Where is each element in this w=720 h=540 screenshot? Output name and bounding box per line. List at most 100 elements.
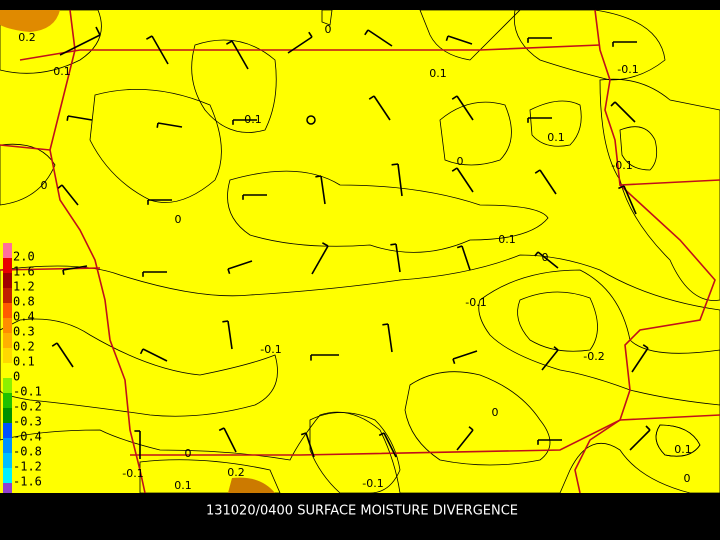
- region: [0, 143, 56, 206]
- wind-barb: [59, 34, 101, 56]
- contour-label: 0.1: [244, 113, 262, 126]
- wind-barb-flag: [308, 31, 313, 38]
- region: [0, 254, 720, 494]
- contour-label: -0.2: [583, 350, 604, 363]
- contour-label: 0: [175, 213, 182, 226]
- wind-barb: [623, 185, 637, 215]
- wind-barb: [461, 245, 471, 271]
- legend-swatch: [3, 243, 12, 258]
- wind-barb: [395, 243, 401, 273]
- region: [89, 88, 222, 203]
- state-border: [49, 9, 146, 494]
- contour-label: -0.1: [465, 296, 486, 309]
- wind-barb: [62, 265, 88, 271]
- wind-barb: [629, 429, 651, 451]
- legend-swatch: [3, 468, 12, 483]
- wind-barb: [456, 429, 474, 451]
- contour-label: 0.1: [674, 443, 692, 456]
- wind-barb: [151, 35, 169, 65]
- wind-barb: [157, 122, 183, 128]
- wind-barb-flag: [364, 29, 369, 36]
- map-field: [0, 9, 720, 494]
- wind-barb-flag: [315, 175, 322, 178]
- wind-barb: [311, 245, 329, 275]
- footer: [0, 493, 720, 540]
- region: [599, 78, 720, 301]
- wind-barb-flag: [218, 427, 225, 432]
- region: [227, 170, 549, 253]
- wind-barb-flag: [390, 243, 397, 246]
- region: [419, 9, 521, 61]
- contour-label: 0: [492, 406, 499, 419]
- legend-swatch: [3, 453, 12, 468]
- legend-label: 0.3: [13, 325, 35, 339]
- map-title: 131020/0400 SURFACE MOISTURE DIVERGENCE: [206, 504, 518, 519]
- state-border: [0, 267, 101, 271]
- contour-label: 0: [41, 179, 48, 192]
- contour-label: -0.1: [617, 63, 638, 76]
- region: [0, 318, 278, 417]
- wind-barb-flag: [368, 95, 375, 100]
- wind-barb-flag: [553, 346, 559, 351]
- wind-barb-flag: [445, 35, 449, 42]
- wind-barb: [67, 115, 93, 121]
- wind-barb-flag: [95, 26, 101, 36]
- wind-barb-flag: [382, 323, 389, 326]
- region: [191, 39, 277, 133]
- wind-barb-flag: [451, 167, 458, 172]
- wind-barb: [287, 36, 313, 54]
- wind-barb-flag: [618, 185, 625, 190]
- legend-label: 1.6: [13, 265, 35, 279]
- wind-barb: [367, 29, 393, 47]
- wind-barb-flag: [391, 163, 399, 166]
- wind-barb-flag: [300, 432, 307, 436]
- region: [655, 424, 701, 457]
- wind-barb: [387, 323, 393, 353]
- wind-barb: [631, 347, 649, 373]
- contour-label: 0.1: [174, 479, 192, 492]
- wind-barb: [56, 342, 74, 368]
- state-border: [0, 144, 51, 151]
- wind-barb: [227, 260, 253, 270]
- contour-label: 0.1: [498, 233, 516, 246]
- region: [321, 9, 333, 26]
- wind-barb-flag: [226, 40, 233, 45]
- region: [309, 412, 401, 494]
- contour-label: 0: [325, 23, 332, 36]
- contour-label: -0.1: [260, 343, 281, 356]
- region: [478, 269, 720, 406]
- legend-swatch: [3, 273, 12, 288]
- wind-barb-flag: [222, 320, 229, 323]
- wind-barb-flag: [227, 268, 231, 275]
- wind-barb: [541, 349, 559, 371]
- contour-label: -0.1: [362, 477, 383, 490]
- wind-barb-flag: [468, 426, 474, 431]
- wind-barb-flag: [51, 342, 58, 347]
- wind-barb: [142, 348, 168, 362]
- region: [439, 101, 512, 166]
- wind-barb-flag: [610, 101, 616, 107]
- legend-swatch: [3, 348, 12, 363]
- wind-barb-flag: [645, 425, 651, 431]
- contour-label: 0: [684, 472, 691, 485]
- region: [0, 9, 102, 74]
- wind-barb-flag: [534, 251, 539, 257]
- wind-barb: [305, 432, 315, 458]
- wind-barb-flag: [451, 95, 458, 100]
- wind-barb-flag: [456, 245, 463, 249]
- wind-barb: [456, 95, 474, 121]
- legend-label: -0.3: [13, 415, 42, 429]
- wind-barb: [373, 95, 391, 121]
- contour-label: 0.1: [53, 65, 71, 78]
- legend-swatch: [3, 318, 12, 333]
- wind-barb: [397, 163, 403, 197]
- wind-barb-flag: [156, 122, 159, 128]
- contour-label: 0.1: [547, 131, 565, 144]
- legend-swatch: [3, 438, 12, 453]
- field-zero: [0, 10, 720, 493]
- legend-label: 0.8: [13, 295, 35, 309]
- wind-barb: [61, 184, 79, 206]
- wind-barb-flag: [146, 35, 153, 40]
- legend-swatch: [3, 333, 12, 348]
